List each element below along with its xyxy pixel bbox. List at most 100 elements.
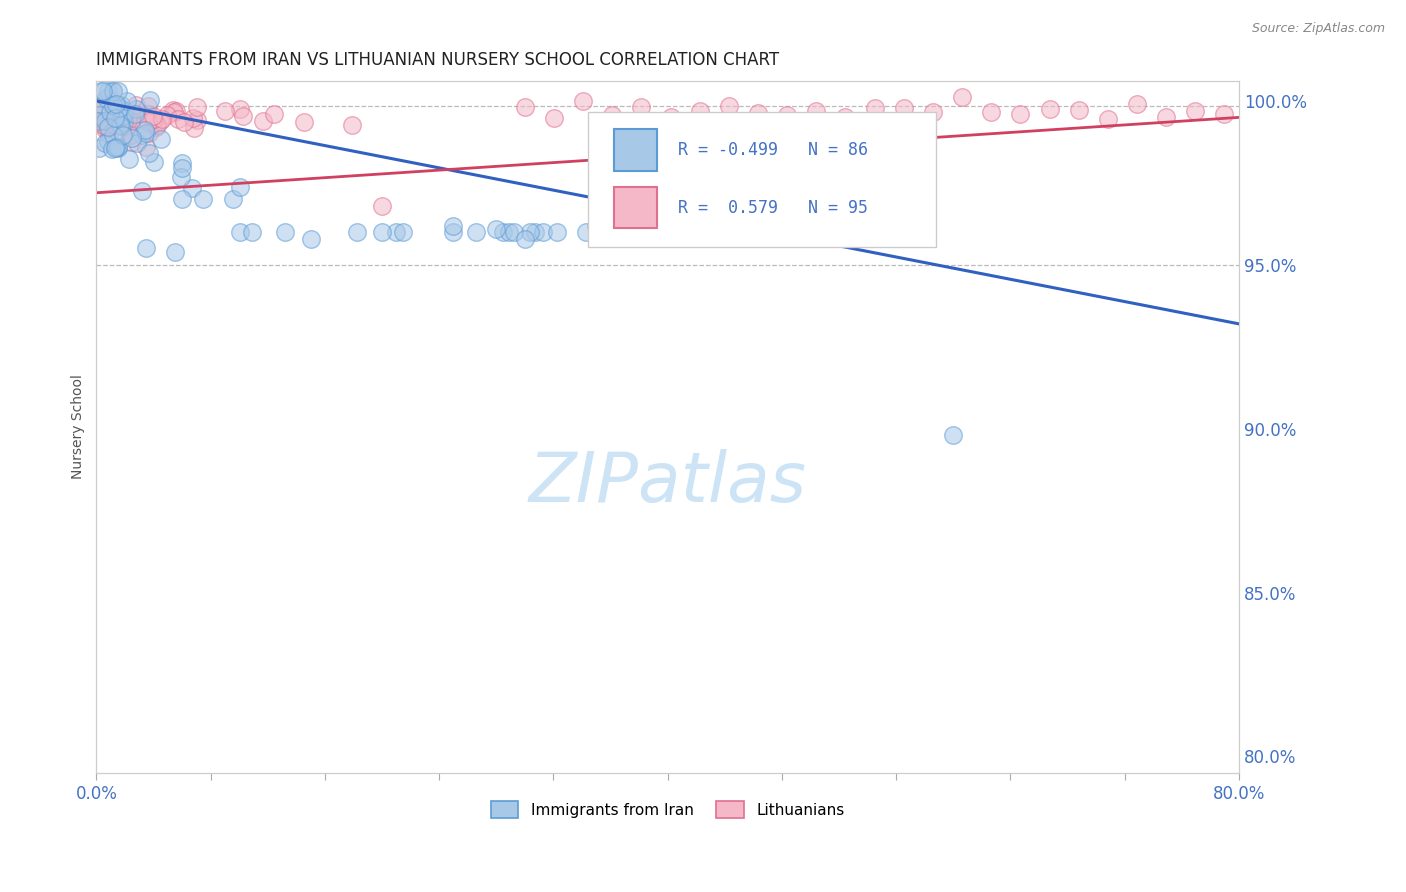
Point (97, 134, 120, 148)
Point (747, 106, 769, 120)
Point (371, 225, 394, 239)
Point (1154, 110, 1177, 124)
Point (180, 181, 202, 195)
Point (531, 225, 554, 239)
Point (117, 112, 139, 127)
Point (120, 113, 142, 128)
Point (1097, 112, 1119, 126)
Point (231, 109, 253, 123)
Point (163, 244, 186, 259)
Point (340, 118, 363, 132)
Point (513, 232, 536, 246)
Point (121, 136, 143, 150)
Point (1010, 107, 1032, 121)
Point (94, 121, 117, 136)
Point (543, 112, 565, 126)
Point (135, 126, 157, 140)
Point (112, 104, 135, 119)
Point (110, 103, 132, 117)
Point (110, 119, 132, 133)
Point (107, 84, 129, 98)
Point (131, 128, 153, 143)
Point (93, 84, 115, 98)
Point (139, 93, 162, 107)
Point (136, 107, 159, 121)
Point (492, 225, 515, 239)
Point (464, 225, 486, 239)
Point (107, 118, 129, 132)
Point (91, 97, 114, 112)
Point (91, 112, 114, 127)
Point (97, 122, 120, 136)
Point (138, 146, 160, 161)
Point (441, 225, 464, 239)
Point (252, 114, 274, 128)
Point (1067, 103, 1090, 117)
Point (689, 104, 711, 119)
Point (385, 225, 408, 239)
Point (90, 84, 112, 98)
Point (105, 140, 128, 154)
Point (942, 428, 965, 442)
Point (142, 109, 165, 123)
Point (108, 118, 131, 132)
Point (101, 98, 124, 112)
Point (163, 105, 186, 120)
Point (441, 219, 464, 233)
Point (221, 192, 243, 206)
Point (94, 91, 117, 105)
Point (1184, 103, 1206, 118)
Point (104, 112, 127, 126)
Text: IMMIGRANTS FROM IRAN VS LITHUANIAN NURSERY SCHOOL CORRELATION CHART: IMMIGRANTS FROM IRAN VS LITHUANIAN NURSE… (97, 51, 779, 69)
Point (100, 115, 122, 129)
Point (546, 225, 568, 239)
Point (186, 113, 208, 128)
Point (1126, 97, 1149, 112)
Point (523, 225, 546, 239)
Point (101, 128, 124, 142)
Point (89, 114, 111, 128)
Point (165, 103, 187, 118)
Point (138, 126, 160, 140)
Point (104, 110, 127, 124)
Point (96, 84, 118, 98)
Point (111, 109, 134, 123)
Point (263, 107, 285, 121)
Point (112, 115, 135, 129)
Point (572, 94, 595, 108)
Point (125, 136, 148, 150)
Point (131, 185, 153, 199)
Point (89, 117, 111, 131)
Point (108, 101, 131, 115)
Text: Source: ZipAtlas.com: Source: ZipAtlas.com (1251, 22, 1385, 36)
Text: ZIPatlas: ZIPatlas (529, 449, 807, 516)
Point (107, 140, 129, 154)
Point (170, 192, 193, 206)
Point (513, 100, 536, 114)
Point (89, 97, 111, 112)
Point (105, 116, 128, 130)
Point (776, 107, 799, 121)
Point (186, 100, 208, 114)
Point (101, 84, 124, 98)
Point (104, 97, 127, 112)
Point (274, 225, 297, 239)
Point (893, 101, 915, 115)
Point (834, 110, 856, 124)
Point (129, 106, 152, 120)
Text: R =  0.579   N = 95: R = 0.579 N = 95 (678, 199, 868, 217)
Point (346, 225, 368, 239)
Point (170, 169, 193, 184)
Point (143, 112, 166, 127)
Point (600, 108, 623, 122)
Point (172, 161, 194, 176)
Point (143, 155, 166, 169)
Point (585, 219, 607, 233)
Point (111, 120, 134, 134)
Point (101, 117, 124, 131)
Point (229, 180, 252, 194)
Point (145, 120, 167, 135)
Point (146, 118, 169, 132)
Point (89, 108, 111, 122)
Point (392, 225, 415, 239)
